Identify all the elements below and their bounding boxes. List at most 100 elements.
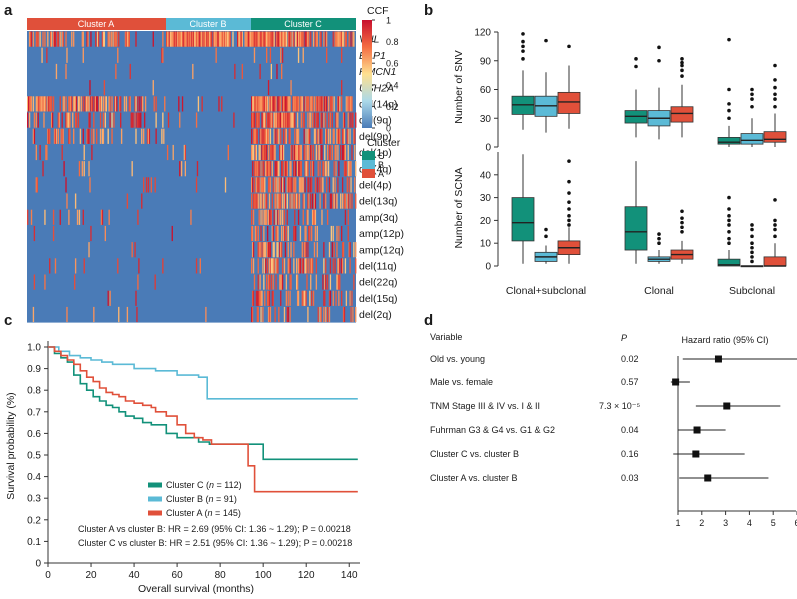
ccf-tick-label: 0.6 — [386, 59, 399, 69]
heatmap-cell — [302, 209, 304, 225]
heatmap-cell — [299, 258, 302, 274]
heatmap-cell — [308, 225, 310, 242]
heatmap-cell — [52, 31, 55, 47]
heatmap-cell — [139, 112, 141, 128]
heatmap-cell — [36, 177, 38, 193]
heatmap-cell — [292, 96, 294, 112]
heatmap-cell — [241, 63, 243, 80]
heatmap-cell — [68, 96, 70, 112]
heatmap-cell — [303, 128, 305, 144]
heatmap-cell — [338, 31, 340, 47]
box-outlier — [750, 223, 754, 227]
heatmap-cell — [304, 177, 306, 193]
heatmap-cell — [281, 144, 284, 161]
heatmap-cell — [349, 193, 351, 209]
heatmap-cell — [320, 128, 322, 144]
heatmap-cell — [155, 96, 157, 112]
legend-cluster-b-name: Cluster B — [166, 494, 203, 504]
heatmap-cell — [129, 96, 131, 112]
heatmap-cell — [251, 96, 253, 112]
heatmap-cell — [61, 128, 63, 144]
heatmap-cell — [245, 31, 247, 47]
heatmap-cell — [316, 225, 318, 242]
heatmap-cell — [195, 112, 198, 128]
heatmap-cell — [180, 31, 183, 47]
heatmap-cell — [341, 96, 343, 112]
heatmap-cell — [51, 112, 54, 128]
heatmap-cell — [99, 128, 102, 144]
heatmap-cell — [305, 242, 307, 258]
heatmap-cell — [300, 112, 303, 128]
forest-row-p: 0.02 — [621, 354, 639, 364]
panel-a-label: a — [4, 2, 13, 19]
heatmap-cell — [255, 144, 258, 161]
box-outlier — [727, 218, 731, 223]
box-outlier — [657, 58, 661, 63]
heatmap-cell — [42, 96, 44, 112]
heatmap-cell — [52, 96, 55, 112]
heatmap-cell — [36, 31, 38, 47]
heatmap-cell — [312, 161, 315, 177]
heatmap-cell — [267, 31, 270, 47]
legend-cluster-c-name: Cluster C — [166, 480, 204, 490]
heatmap-cell — [326, 274, 329, 290]
heatmap-cell — [324, 274, 326, 290]
heatmap-cell — [56, 31, 59, 47]
heatmap-cell — [308, 144, 310, 161]
box-y-tick-label: 120 — [474, 28, 491, 39]
heatmap-cell — [302, 193, 304, 209]
heatmap-cell — [345, 31, 348, 47]
heatmap-cell — [71, 96, 73, 112]
heatmap-row-label: amp(12p) — [359, 228, 404, 240]
heatmap-cell — [303, 112, 305, 128]
heatmap-cell — [53, 31, 56, 47]
heatmap-cell — [293, 161, 295, 177]
heatmap-cell — [135, 128, 137, 144]
heatmap-cell — [297, 161, 300, 177]
heatmap-cell — [311, 258, 313, 274]
heatmap-cell — [233, 112, 235, 128]
ccf-ticks: 1 0.8 0.6 0.4 0.2 0 — [372, 16, 399, 134]
heatmap-cell — [73, 96, 76, 112]
heatmap-cell — [93, 128, 95, 144]
heatmap-cell — [341, 80, 343, 96]
survival-ylabel: Survival probability (%) — [5, 392, 17, 499]
heatmap-cell — [144, 96, 147, 112]
box-y-tick-label: 30 — [480, 114, 492, 125]
heatmap-cell — [281, 177, 283, 193]
heatmap-cell — [352, 112, 354, 128]
heatmap-cell — [267, 209, 270, 225]
heatmap-cell — [341, 128, 344, 144]
heatmap-cell — [290, 144, 292, 161]
survival-y-tick-label: 0.4 — [27, 472, 41, 483]
heatmap-cell — [58, 112, 60, 128]
box-outlier — [773, 92, 777, 97]
heatmap-cell — [301, 258, 303, 274]
heatmap-cell — [286, 96, 288, 112]
heatmap-cell — [336, 128, 338, 144]
heatmap-cell — [35, 31, 37, 47]
group-label-clonal-subclonal: Clonal+subclonal — [506, 285, 586, 297]
heatmap-cell — [346, 128, 348, 144]
heatmap-cell — [277, 96, 279, 112]
heatmap-cell — [111, 31, 113, 47]
heatmap-cell — [265, 128, 267, 144]
heatmap-cell — [349, 161, 351, 177]
heatmap-cell — [87, 128, 89, 144]
heatmap-cell — [251, 112, 253, 128]
heatmap-cell — [335, 161, 337, 177]
heatmap-cell — [336, 274, 338, 290]
heatmap-cell — [325, 96, 327, 112]
heatmap-cell — [65, 96, 67, 112]
heatmap-cell — [258, 177, 260, 193]
heatmap-cell — [65, 63, 67, 80]
heatmap-cell — [265, 242, 267, 258]
heatmap-cell — [325, 112, 327, 128]
heatmap-cell — [197, 31, 200, 47]
heatmap-cell — [172, 31, 174, 47]
heatmap-cell — [117, 258, 119, 274]
legend-cluster-a-name: Cluster A — [166, 508, 203, 518]
heatmap-cell — [153, 96, 155, 112]
heatmap-cell — [308, 96, 310, 112]
heatmap-cell — [36, 96, 38, 112]
